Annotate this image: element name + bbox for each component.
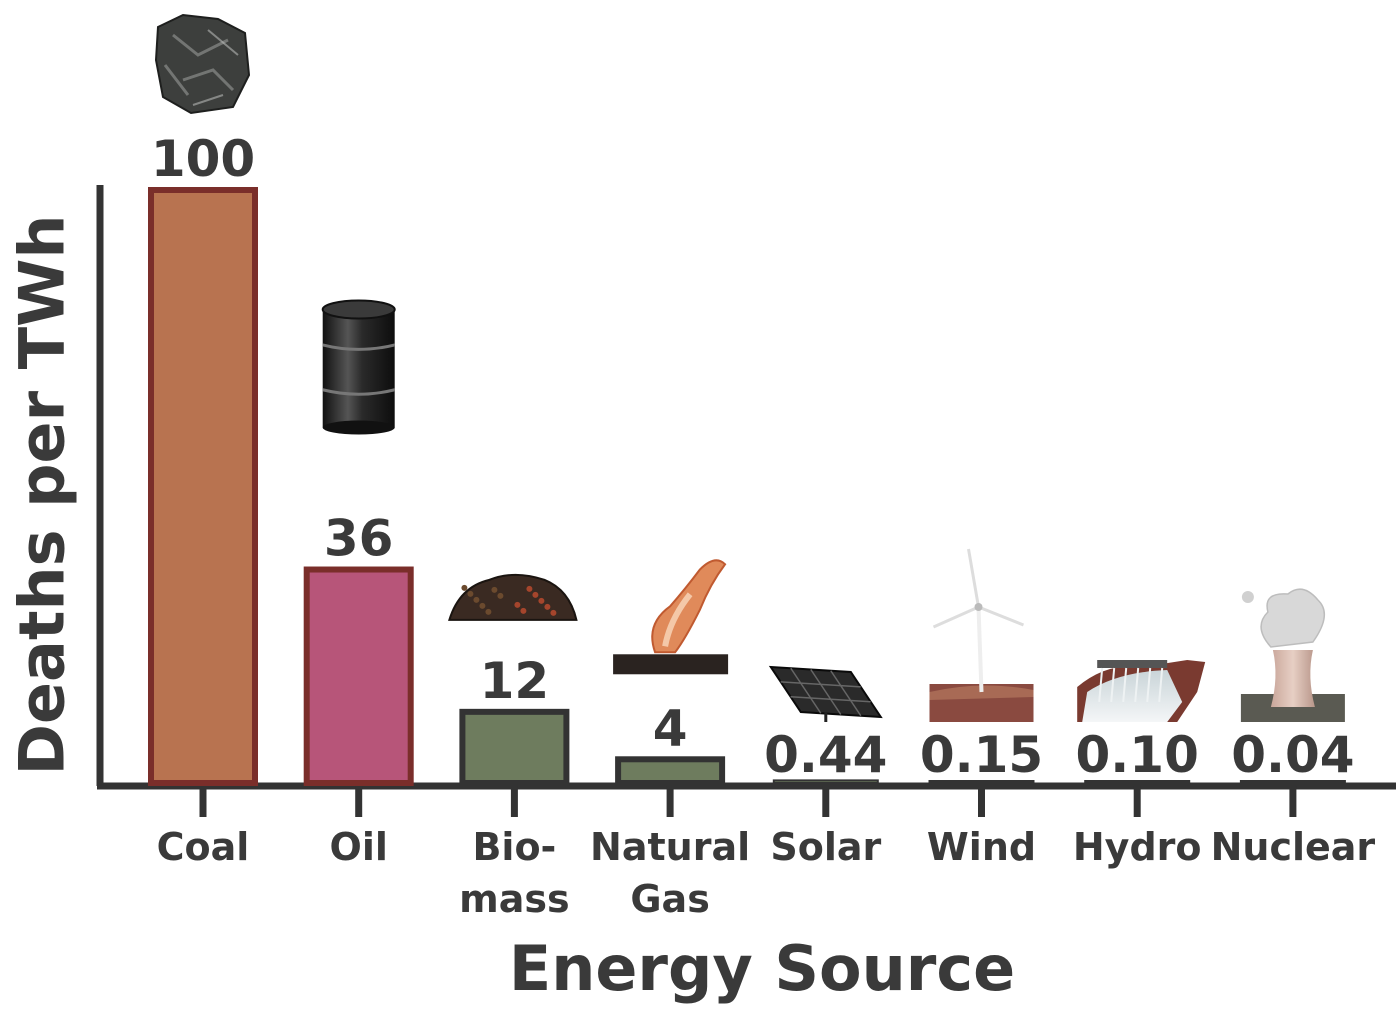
value-label-nuclear: 0.04 bbox=[1231, 726, 1354, 784]
category-label-oil: Oil bbox=[330, 825, 388, 869]
category-label-natural-gas: Natural Gas bbox=[590, 825, 750, 921]
bar-oil bbox=[303, 566, 414, 787]
axes bbox=[96, 185, 1396, 790]
solar-panel-icon bbox=[768, 665, 883, 722]
bar-hydro bbox=[1084, 780, 1191, 784]
value-labels: 100 36 12 4 0.44 0.15 0.10 0.04 bbox=[151, 130, 1355, 784]
bar-solar bbox=[772, 779, 879, 785]
category-label-hydro: Hydro bbox=[1073, 825, 1202, 869]
value-label-coal: 100 bbox=[151, 130, 255, 188]
hydro-dam-icon bbox=[1077, 660, 1206, 722]
x-axis-title: Energy Source bbox=[509, 932, 1015, 1005]
bar-icons bbox=[154, 13, 1345, 722]
value-label-solar: 0.44 bbox=[764, 726, 887, 784]
value-label-natural-gas: 4 bbox=[653, 699, 688, 757]
bar-natural-gas bbox=[615, 756, 726, 787]
bar-nuclear bbox=[1239, 780, 1346, 784]
coal-icon bbox=[154, 13, 251, 115]
category-label-coal: Coal bbox=[157, 825, 250, 869]
category-label-solar: Solar bbox=[770, 825, 881, 869]
value-label-oil: 36 bbox=[324, 510, 394, 568]
bar-coal bbox=[148, 187, 258, 786]
value-label-wind: 0.15 bbox=[920, 726, 1043, 784]
bar-wind bbox=[928, 780, 1035, 784]
value-label-bio-mass: 12 bbox=[480, 652, 550, 710]
nuclear-plant-icon bbox=[1240, 588, 1345, 722]
oil-barrel-icon bbox=[321, 299, 396, 435]
bar-bio-mass bbox=[459, 708, 570, 787]
x-axis-ticks bbox=[199, 786, 1297, 817]
y-axis-title: Deaths per TWh bbox=[6, 214, 79, 775]
wind-turbine-icon bbox=[929, 548, 1034, 722]
category-label-wind: Wind bbox=[927, 825, 1036, 869]
category-label-nuclear: Nuclear bbox=[1211, 825, 1376, 869]
gas-flare-icon bbox=[613, 559, 729, 675]
bars bbox=[148, 187, 1346, 787]
value-label-hydro: 0.10 bbox=[1076, 726, 1199, 784]
category-label-bio-mass: Bio-mass bbox=[459, 825, 569, 921]
biomass-icon bbox=[448, 573, 578, 621]
